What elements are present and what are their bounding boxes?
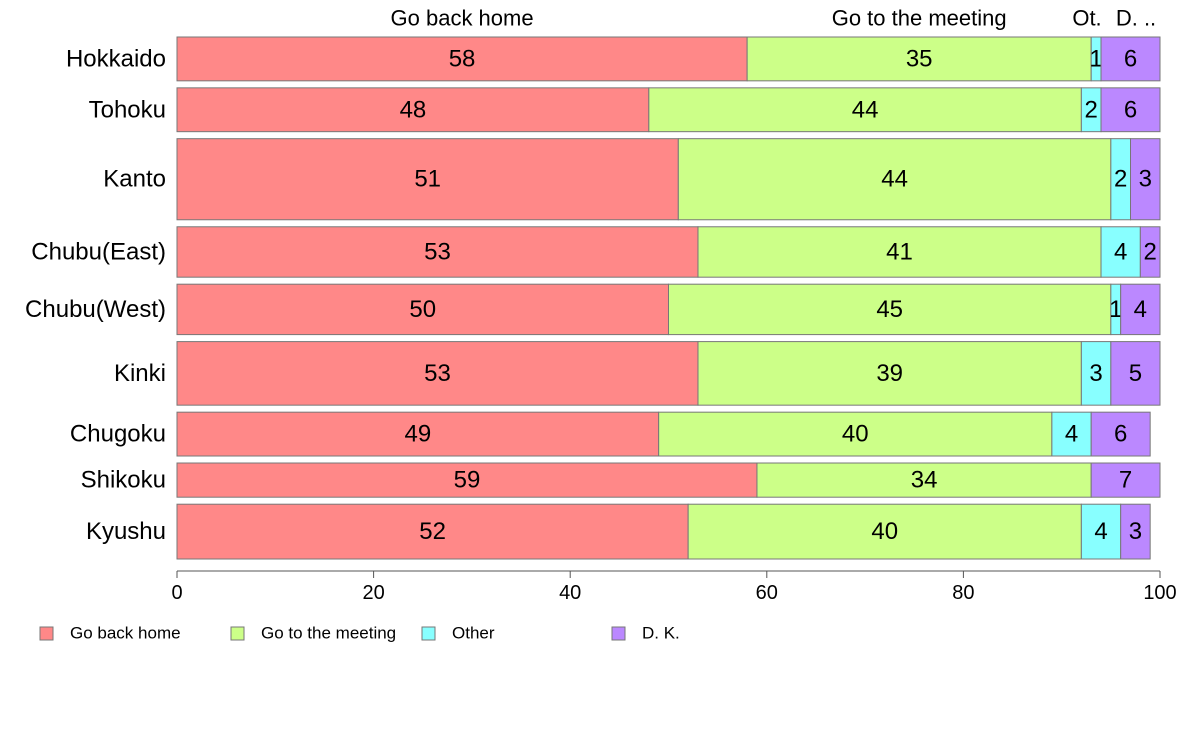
data-label: 2 bbox=[1085, 96, 1098, 123]
data-label: 4 bbox=[1114, 238, 1127, 265]
bar-segment bbox=[677, 138, 1112, 221]
data-label: 6 bbox=[1124, 96, 1137, 123]
bar-segment bbox=[1090, 411, 1151, 457]
x-tick-label: 80 bbox=[952, 582, 974, 604]
data-label: 45 bbox=[876, 296, 903, 323]
data-label: 1 bbox=[1089, 45, 1102, 72]
category-label: Kanto bbox=[103, 166, 166, 193]
bar-segment bbox=[697, 341, 1082, 406]
bar-segment bbox=[176, 36, 748, 82]
series-top-label: D. .. bbox=[1116, 6, 1156, 31]
bar-segment bbox=[176, 226, 699, 278]
category-label: Chubu(West) bbox=[25, 296, 166, 323]
bar-segment bbox=[1090, 462, 1161, 498]
legend-label: D. K. bbox=[642, 624, 680, 643]
data-label: 2 bbox=[1114, 166, 1127, 193]
data-label: 2 bbox=[1143, 238, 1156, 265]
bar-segment bbox=[1100, 36, 1161, 82]
x-tick-label: 0 bbox=[171, 582, 182, 604]
bar-segment bbox=[1110, 341, 1161, 406]
data-label: 40 bbox=[842, 421, 869, 448]
series-top-label: Ot. bbox=[1072, 6, 1101, 31]
category-label: Kyushu bbox=[86, 518, 166, 545]
data-label: 39 bbox=[876, 360, 903, 387]
bar-segment bbox=[1120, 283, 1161, 336]
bar-segment bbox=[1139, 226, 1161, 278]
category-label: Tohoku bbox=[89, 96, 166, 123]
data-label: 40 bbox=[871, 518, 898, 545]
category-label: Hokkaido bbox=[66, 45, 166, 72]
category-label: Chubu(East) bbox=[31, 238, 166, 265]
bar-segment bbox=[1080, 341, 1112, 406]
category-labels: Hokkaido Tohoku Kanto Chubu(East) Chubu(West… bbox=[25, 45, 166, 545]
data-label: 52 bbox=[419, 518, 446, 545]
bar-segment bbox=[668, 283, 1112, 336]
data-label: 6 bbox=[1114, 421, 1127, 448]
bar-segment bbox=[1130, 138, 1161, 221]
legend-swatch bbox=[230, 626, 245, 641]
series-top-label: Go to the meeting bbox=[832, 6, 1007, 31]
x-axis: 0 20 40 60 80 100 bbox=[171, 570, 1177, 604]
legend: Go back home Go to the meeting Other D. K. bbox=[39, 624, 680, 643]
legend-label: Go to the meeting bbox=[261, 624, 396, 643]
data-label: 4 bbox=[1134, 296, 1147, 323]
series-top-label: Go back home bbox=[391, 6, 534, 31]
data-label: 49 bbox=[404, 421, 431, 448]
category-label: Kinki bbox=[114, 360, 166, 387]
legend-label: Go back home bbox=[70, 624, 181, 643]
series-top-labels: Go back home Go to the meeting Ot. D. .. bbox=[391, 6, 1157, 31]
data-label: 41 bbox=[886, 238, 913, 265]
x-tick-label: 60 bbox=[756, 582, 778, 604]
bar-segment bbox=[176, 503, 689, 560]
legend-swatch bbox=[611, 626, 626, 641]
legend-label: Other bbox=[452, 624, 495, 643]
data-label: 59 bbox=[454, 467, 481, 494]
x-tick-label: 40 bbox=[559, 582, 581, 604]
data-label: 44 bbox=[852, 96, 879, 123]
data-label: 4 bbox=[1094, 518, 1107, 545]
data-label: 6 bbox=[1124, 45, 1137, 72]
bar-segment bbox=[1120, 503, 1151, 560]
data-label: 53 bbox=[424, 238, 451, 265]
data-label: 44 bbox=[881, 166, 908, 193]
bar-segment bbox=[687, 503, 1082, 560]
data-label: 3 bbox=[1139, 166, 1152, 193]
category-label: Shikoku bbox=[81, 467, 166, 494]
data-label: 3 bbox=[1129, 518, 1142, 545]
bar-segment bbox=[746, 36, 1092, 82]
bar-segment bbox=[176, 411, 660, 457]
data-label: 7 bbox=[1119, 467, 1132, 494]
data-label: 5 bbox=[1129, 360, 1142, 387]
x-tick-label: 100 bbox=[1143, 582, 1176, 604]
bar-segment bbox=[1100, 226, 1141, 278]
category-label: Chugoku bbox=[70, 421, 166, 448]
bars-group: 58 35 1 648 44 2 651 44 2 353 41 4 250 45 1 453 39 3 549 40… bbox=[176, 36, 1161, 560]
bar-segment bbox=[1051, 411, 1092, 457]
x-tick-label: 20 bbox=[362, 582, 384, 604]
data-label: 51 bbox=[414, 166, 441, 193]
data-label: 35 bbox=[906, 45, 933, 72]
legend-swatch bbox=[39, 626, 54, 641]
bar-segment bbox=[176, 138, 679, 221]
data-label: 34 bbox=[911, 467, 938, 494]
bar-segment bbox=[176, 87, 650, 133]
bar-segment bbox=[176, 283, 669, 336]
data-label: 50 bbox=[409, 296, 436, 323]
data-label: 48 bbox=[400, 96, 427, 123]
data-label: 3 bbox=[1089, 360, 1102, 387]
bar-segment bbox=[1100, 87, 1161, 133]
data-label: 58 bbox=[449, 45, 476, 72]
bar-segment bbox=[648, 87, 1082, 133]
data-label: 4 bbox=[1065, 421, 1078, 448]
data-label: 53 bbox=[424, 360, 451, 387]
bar-segment bbox=[176, 341, 699, 406]
legend-swatch bbox=[421, 626, 436, 641]
bar-segment bbox=[176, 462, 758, 498]
data-label: 1 bbox=[1109, 296, 1122, 323]
bar-segment bbox=[658, 411, 1053, 457]
